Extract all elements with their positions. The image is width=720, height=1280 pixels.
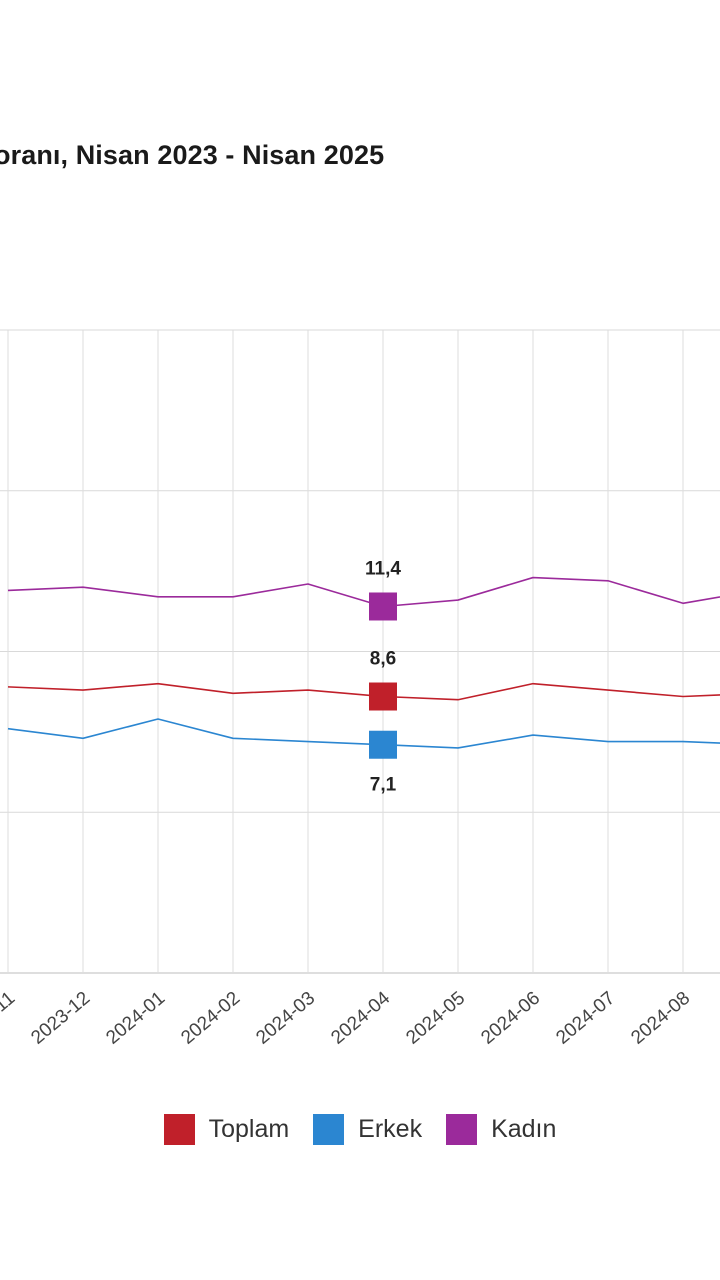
highlight-marker-erkek [369,730,397,759]
series-line-erkek [7,718,720,749]
x-tick-label: 2024-05 [402,988,469,1049]
legend-item-erkek[interactable]: Erkek [313,1114,422,1145]
chart-title: oranı, Nisan 2023 - Nisan 2025 [0,140,385,170]
data-label-kad-n: 11,4 [365,558,401,579]
x-tick-label: 2023-12 [27,988,94,1049]
highlight-marker-toplam [369,682,397,711]
x-tick-label: -11 [0,988,19,1021]
legend-label-toplam: Toplam [208,1115,290,1143]
series-line-kad-n [7,576,720,608]
data-label-toplam: 8,6 [370,649,396,670]
x-tick-label: 2024-02 [177,988,244,1049]
legend-swatch-erkek [313,1114,345,1145]
x-tick-label: 2024-06 [477,988,544,1049]
x-tick-label: 2024-07 [552,988,619,1049]
series-line-toplam [7,682,720,701]
data-label-erkek: 7,1 [370,775,397,796]
data-labels: 8,6 7,1 11,4 [365,558,401,795]
x-tick-label: 2024-01 [102,988,169,1049]
x-tick-label: 2024-03 [252,988,319,1049]
legend-swatch-kad-n [446,1114,478,1145]
legend: Toplam Erkek Kadın [0,1114,720,1145]
x-axis-ticks: -11 2023-12 2024-01 2024-02 2024-03 2024-04 20… [0,987,694,1049]
highlight-marker-kad-n [369,592,397,621]
legend-swatch-toplam [163,1114,195,1145]
legend-label-kad-n: Kadın [491,1115,557,1143]
x-tick-label: 2024-08 [627,988,694,1049]
grid [0,329,720,974]
x-tick-label: 2024-04 [327,987,394,1048]
legend-item-kad-n[interactable]: Kadın [446,1114,556,1145]
legend-label-erkek: Erkek [358,1115,423,1143]
highlight-markers [369,592,397,759]
legend-item-toplam[interactable]: Toplam [163,1114,290,1145]
series-lines [7,576,720,749]
